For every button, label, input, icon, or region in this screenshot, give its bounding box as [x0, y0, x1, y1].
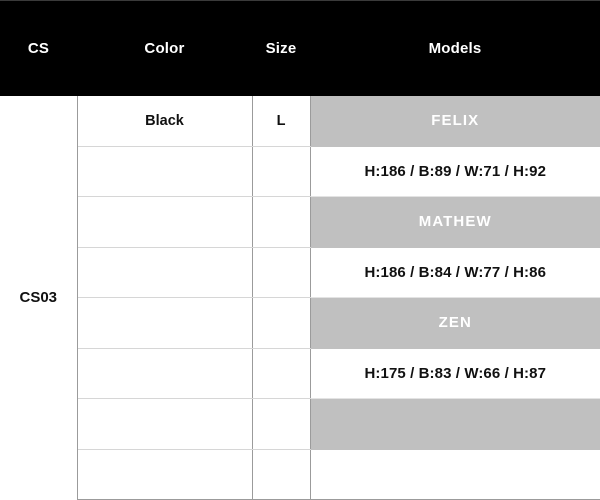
size-cell: [252, 449, 311, 500]
table-row: [0, 398, 600, 450]
size-cell: [252, 348, 311, 399]
column-header-models: Models: [310, 0, 600, 96]
color-cell: [77, 297, 253, 349]
size-cell: [252, 146, 311, 197]
model-measurement-cell: H:175 / B:83 / W:66 / H:87: [310, 348, 600, 399]
table-row: MATHEW: [0, 196, 600, 248]
table-row: H:186 / B:89 / W:71 / H:92: [0, 146, 600, 197]
table-body: CS03 Black L FELIX H:186 / B:89 / W:71 / H:9…: [0, 95, 600, 500]
color-cell: [77, 449, 253, 500]
model-name-cell: FELIX: [310, 95, 600, 147]
table-header: CS Color Size Models: [0, 0, 600, 96]
column-header-color: Color: [77, 0, 252, 96]
size-cell: [252, 398, 311, 450]
table-row: [0, 449, 600, 500]
table-row: ZEN: [0, 297, 600, 349]
color-cell: Black: [77, 95, 253, 147]
header-row: CS Color Size Models: [0, 0, 600, 96]
size-cell: L: [252, 95, 311, 147]
color-cell: [77, 196, 253, 248]
table-row: H:175 / B:83 / W:66 / H:87: [0, 348, 600, 399]
size-cell: [252, 196, 311, 248]
color-cell: [77, 348, 253, 399]
model-measurement-cell: H:186 / B:89 / W:71 / H:92: [310, 146, 600, 197]
model-measurement-cell: H:186 / B:84 / W:77 / H:86: [310, 247, 600, 298]
color-cell: [77, 146, 253, 197]
color-cell: [77, 398, 253, 450]
column-header-size: Size: [252, 0, 310, 96]
color-cell: [77, 247, 253, 298]
model-empty-cell: [310, 398, 600, 450]
size-cell: [252, 247, 311, 298]
model-name-cell: MATHEW: [310, 196, 600, 248]
size-cell: [252, 297, 311, 349]
table-row: H:186 / B:84 / W:77 / H:86: [0, 247, 600, 298]
column-header-cs: CS: [0, 0, 77, 96]
model-empty-cell: [310, 449, 600, 500]
table-row: CS03 Black L FELIX: [0, 95, 600, 500]
model-name-cell: ZEN: [310, 297, 600, 349]
cs-code-cell: CS03: [0, 95, 78, 500]
